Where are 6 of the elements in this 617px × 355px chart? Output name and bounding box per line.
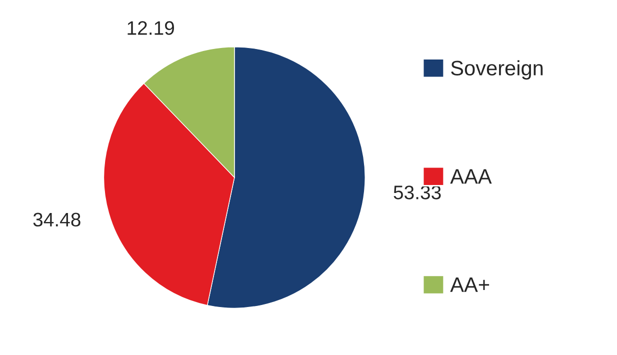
legend-label: AA+ [450, 278, 490, 292]
data-label: 53.33 [394, 186, 441, 200]
data-label: 12.19 [128, 21, 174, 35]
data-label: 34.48 [33, 212, 80, 227]
legend-label: AAA [450, 169, 492, 184]
legend-label: Sovereign [451, 60, 543, 80]
